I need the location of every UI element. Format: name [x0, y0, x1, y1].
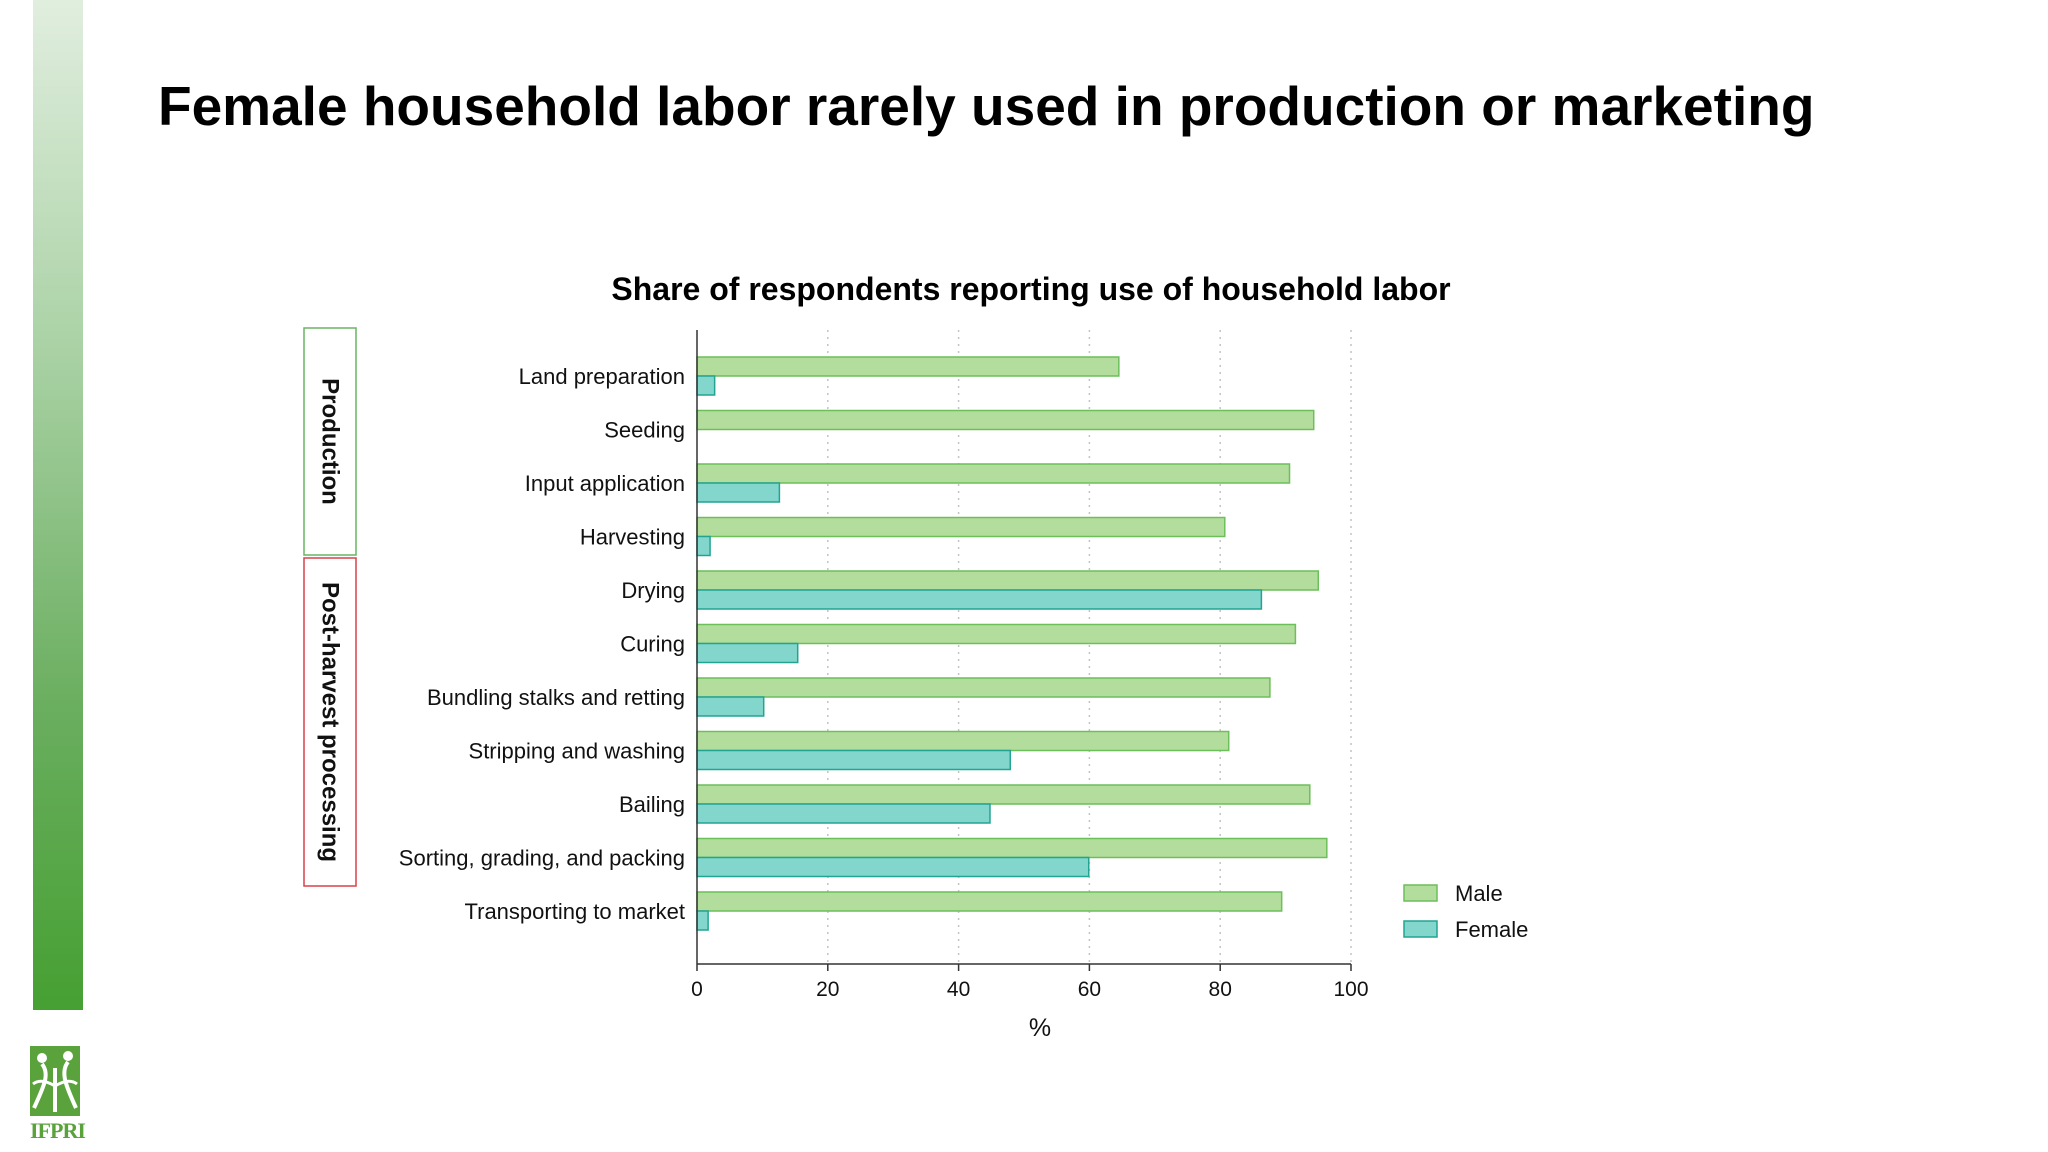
bar-male-7 — [696, 730, 1230, 752]
bar-female-2 — [696, 482, 781, 503]
legend-label-male: Male — [1455, 881, 1503, 906]
category-label-3: Harvesting — [580, 525, 685, 550]
slide-title: Female household labor rarely used in pr… — [158, 75, 1815, 137]
category-label-8: Bailing — [619, 792, 685, 817]
bar-male-10 — [696, 891, 1283, 912]
category-label-6: Bundling stalks and retting — [427, 685, 685, 710]
x-tick-label-1: 20 — [816, 978, 839, 1001]
x-tick-label-5: 100 — [1333, 978, 1368, 1001]
legend-swatch-female — [1403, 920, 1438, 938]
bar-female-7 — [696, 749, 1012, 771]
x-tick-label-3: 60 — [1078, 978, 1101, 1001]
bar-female-4 — [696, 589, 1263, 610]
category-label-7: Stripping and washing — [469, 739, 685, 764]
group-label-1: Post-harvest processing — [317, 582, 344, 862]
bar-male-2 — [696, 463, 1291, 484]
category-label-5: Curing — [620, 632, 685, 657]
logo-emblem-icon — [30, 1046, 80, 1116]
legend-swatch-male — [1403, 884, 1438, 902]
category-label-2: Input application — [525, 471, 685, 496]
bar-female-3 — [696, 535, 711, 557]
ifpri-logo: IFPRI — [30, 1046, 86, 1143]
bar-male-1 — [696, 409, 1315, 431]
chart-title: Share of respondents reporting use of ho… — [611, 271, 1450, 307]
bar-male-5 — [696, 623, 1297, 645]
x-tick-label-4: 80 — [1209, 978, 1232, 1001]
logo-text: IFPRI — [30, 1118, 86, 1143]
legend-label-female: Female — [1455, 917, 1528, 942]
category-label-0: Land preparation — [519, 364, 685, 389]
bar-male-8 — [696, 784, 1311, 805]
category-label-4: Drying — [621, 578, 685, 603]
bar-female-10 — [696, 910, 709, 931]
bar-female-0 — [696, 375, 716, 396]
bar-male-6 — [696, 677, 1271, 698]
bar-female-8 — [696, 803, 991, 824]
bar-male-3 — [696, 516, 1226, 538]
decorative-side-bar — [33, 0, 83, 1010]
bar-male-0 — [696, 356, 1120, 377]
category-label-9: Sorting, grading, and packing — [399, 846, 685, 871]
bar-female-9 — [696, 856, 1090, 878]
group-box-0 — [303, 327, 357, 556]
group-label-0: Production — [317, 378, 344, 505]
x-axis-label: % — [1029, 1014, 1051, 1042]
category-label-1: Seeding — [604, 418, 685, 443]
bar-male-9 — [696, 837, 1328, 859]
bar-female-6 — [696, 696, 765, 717]
x-tick-label-0: 0 — [691, 978, 703, 1001]
bar-female-5 — [696, 642, 799, 664]
group-box-1 — [303, 557, 357, 887]
bar-male-4 — [696, 570, 1320, 591]
category-label-10: Transporting to market — [465, 899, 686, 924]
x-tick-label-2: 40 — [947, 978, 970, 1001]
